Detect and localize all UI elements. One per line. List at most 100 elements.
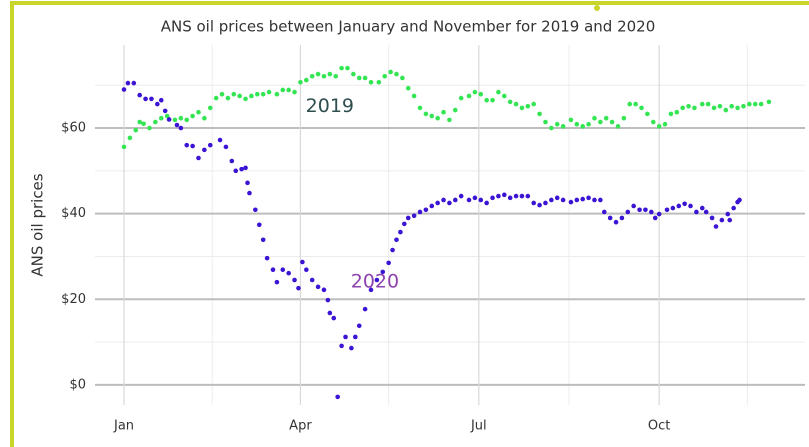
point xyxy=(574,197,580,203)
point xyxy=(531,200,537,206)
point xyxy=(598,119,603,125)
point xyxy=(343,334,348,340)
point xyxy=(549,197,554,203)
x-tick-label: Jul xyxy=(470,419,487,434)
point xyxy=(472,89,478,95)
point xyxy=(249,93,254,99)
point xyxy=(382,73,388,79)
point xyxy=(656,124,662,129)
point xyxy=(260,237,266,243)
point xyxy=(184,142,190,148)
point xyxy=(345,65,350,71)
point xyxy=(435,115,440,121)
point xyxy=(131,80,137,86)
point xyxy=(603,115,609,121)
point xyxy=(507,195,513,201)
point xyxy=(376,79,382,85)
point xyxy=(554,121,560,127)
point xyxy=(390,247,395,253)
point xyxy=(711,105,717,111)
point xyxy=(670,205,676,211)
point xyxy=(237,93,242,99)
point xyxy=(166,117,172,122)
marks xyxy=(121,65,772,400)
point xyxy=(394,71,399,77)
point xyxy=(137,92,142,98)
point xyxy=(574,121,580,127)
point xyxy=(519,193,525,199)
point xyxy=(568,199,574,205)
annotation: 2019 xyxy=(306,95,354,117)
point xyxy=(207,142,213,148)
point xyxy=(688,203,693,209)
point xyxy=(519,105,525,111)
point xyxy=(592,197,597,203)
point xyxy=(560,124,566,129)
point xyxy=(304,267,309,273)
point xyxy=(613,219,619,225)
point xyxy=(501,192,507,198)
point xyxy=(423,207,429,213)
point xyxy=(719,217,725,223)
point xyxy=(531,101,537,107)
point xyxy=(405,85,411,91)
point xyxy=(621,115,627,121)
point xyxy=(229,158,235,164)
point xyxy=(568,117,574,123)
point xyxy=(243,165,248,171)
point xyxy=(447,117,452,123)
point xyxy=(286,270,291,276)
point xyxy=(133,127,139,133)
y-axis-label: ANS oil prices xyxy=(29,173,47,276)
point xyxy=(121,144,127,150)
point xyxy=(758,101,764,107)
x-tick-label: Oct xyxy=(648,419,670,434)
point xyxy=(686,103,691,109)
point xyxy=(496,89,501,95)
point xyxy=(141,121,146,127)
point xyxy=(649,209,654,215)
point xyxy=(296,285,301,291)
point xyxy=(356,323,362,329)
point xyxy=(143,96,148,102)
point xyxy=(650,119,656,125)
point xyxy=(174,122,180,128)
point xyxy=(327,71,333,77)
point xyxy=(466,93,472,99)
point xyxy=(402,221,407,227)
point xyxy=(172,117,178,123)
point xyxy=(196,155,201,161)
point xyxy=(333,73,339,79)
point xyxy=(164,113,170,119)
point xyxy=(321,73,327,79)
point xyxy=(405,215,411,221)
point xyxy=(184,117,190,123)
point xyxy=(680,105,685,111)
point xyxy=(298,79,303,85)
point xyxy=(507,99,513,105)
point xyxy=(219,91,225,97)
point xyxy=(398,229,403,235)
point xyxy=(121,87,127,92)
point xyxy=(247,190,252,196)
point xyxy=(639,105,644,111)
point xyxy=(256,222,262,228)
point xyxy=(580,124,586,129)
point xyxy=(609,119,615,125)
point xyxy=(713,224,719,229)
point xyxy=(725,211,731,217)
point xyxy=(484,200,489,206)
point xyxy=(190,143,195,149)
point xyxy=(264,255,270,261)
point xyxy=(255,91,260,97)
point xyxy=(417,209,423,215)
point xyxy=(202,147,207,153)
point xyxy=(694,209,699,215)
point xyxy=(339,65,344,71)
point xyxy=(682,201,687,207)
point xyxy=(217,137,223,143)
point xyxy=(147,125,152,131)
y-tick-label: $40 xyxy=(61,206,86,221)
point xyxy=(400,75,405,81)
point xyxy=(699,101,705,107)
